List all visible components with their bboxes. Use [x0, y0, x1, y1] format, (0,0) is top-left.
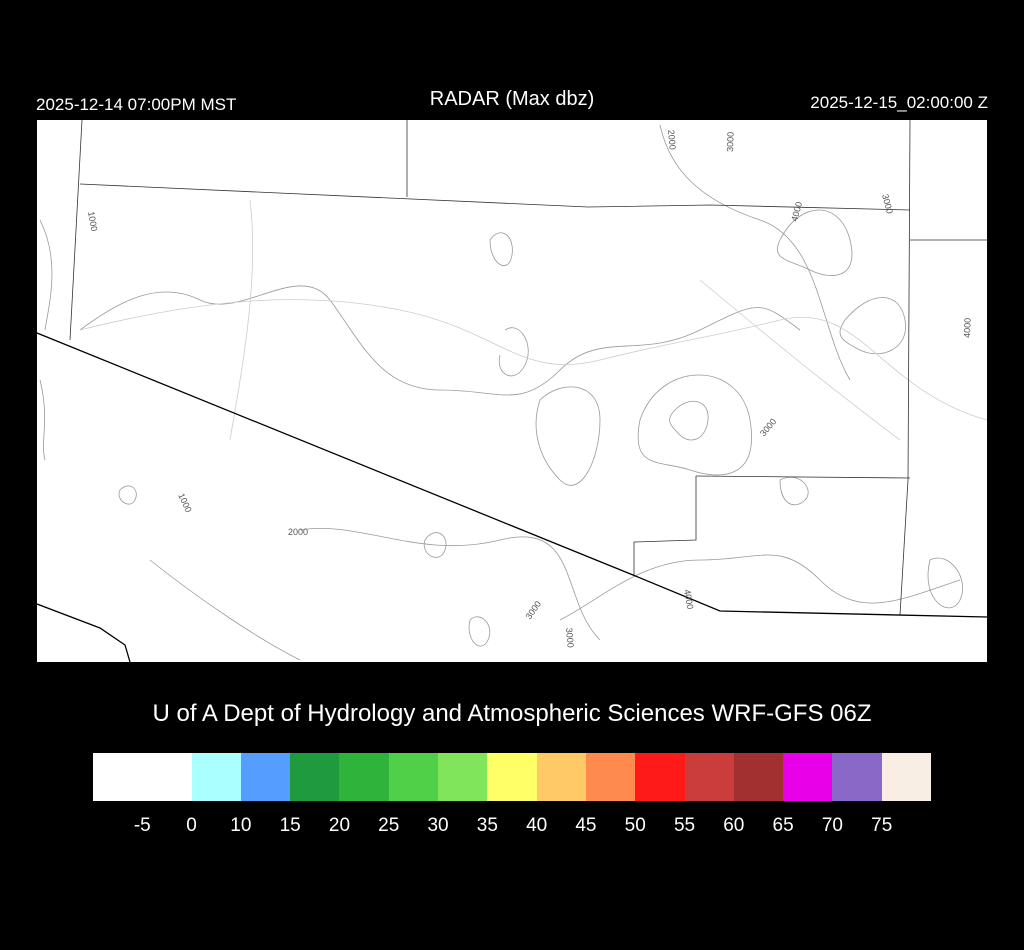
contour-label: 3000	[564, 627, 576, 648]
colorbar-tick-label: 60	[723, 815, 745, 836]
colorbar-swatch	[684, 753, 734, 801]
colorbar-tick-label: 15	[279, 815, 301, 836]
colorbar-ticks: -5 0 10 15 20 25 30 35 40 45 50 55 60 65 70 75	[0, 815, 1024, 839]
colorbar-tick-label: 65	[772, 815, 794, 836]
colorbar-tick-label: 50	[624, 815, 646, 836]
colorbar-swatch	[783, 753, 833, 801]
colorbar-tick-label: 20	[328, 815, 351, 836]
colorbar-swatch	[388, 753, 439, 801]
colorbar-tick-label: 30	[427, 815, 449, 836]
colorbar-swatch	[635, 753, 685, 801]
colorbar-swatch	[733, 753, 784, 801]
contour-label: 4000	[789, 201, 804, 223]
contour-label: 2000	[666, 129, 678, 150]
state-borders	[69, 119, 987, 616]
map-title: RADAR (Max dbz)	[429, 88, 595, 110]
terrain-contours	[39, 124, 963, 661]
contour-label: 1000	[86, 211, 99, 232]
colorbar	[93, 753, 932, 801]
country-border	[36, 332, 988, 663]
colorbar-swatch	[832, 753, 882, 801]
colorbar-tick-label: 75	[871, 815, 893, 836]
colorbar-swatch	[585, 753, 636, 801]
colorbar-swatch	[881, 753, 932, 801]
colorbar-tick-label: -5	[133, 815, 151, 836]
map-canvas: 1000 1000 2000 2000 3000 3000 4000 4000 …	[36, 119, 988, 663]
contour-label: 3000	[758, 417, 779, 439]
roads	[79, 199, 988, 441]
colorbar-swatch	[290, 753, 340, 801]
colorbar-tick-label: 45	[575, 815, 597, 836]
colorbar-tick-label: 35	[476, 815, 498, 836]
contour-label: 2000	[288, 527, 308, 537]
model-credit: U of A Dept of Hydrology and Atmospheric…	[152, 700, 872, 727]
local-time: 2025-12-14 07:00PM MST	[36, 95, 237, 114]
colorbar-swatch	[191, 753, 241, 801]
colorbar-tick-label: 70	[821, 815, 843, 836]
radar-map: 1000 1000 2000 2000 3000 3000 4000 4000 …	[36, 119, 988, 663]
contour-label: 1000	[176, 492, 194, 514]
contour-label: 3000	[725, 132, 736, 152]
colorbar-swatch	[536, 753, 586, 801]
colorbar-tick-label: 25	[378, 815, 400, 836]
colorbar-tick-label: 0	[186, 815, 197, 836]
colorbar-tick-label: 10	[230, 815, 252, 836]
colorbar-swatch	[93, 753, 192, 801]
colorbar-swatch	[339, 753, 389, 801]
contour-labels: 1000 1000 2000 2000 3000 3000 4000 4000 …	[86, 129, 973, 648]
colorbar-swatch	[487, 753, 537, 801]
utc-time: 2025-12-15_02:00:00 Z	[810, 93, 988, 112]
colorbar-tick-label: 55	[673, 815, 696, 836]
colorbar-swatch	[240, 753, 291, 801]
colorbar-tick-label: 40	[526, 815, 548, 836]
contour-label: 3000	[523, 599, 543, 621]
contour-label: 4000	[962, 318, 973, 338]
contour-label: 4000	[682, 589, 695, 610]
contour-label: 3000	[880, 193, 895, 215]
colorbar-swatch	[438, 753, 488, 801]
